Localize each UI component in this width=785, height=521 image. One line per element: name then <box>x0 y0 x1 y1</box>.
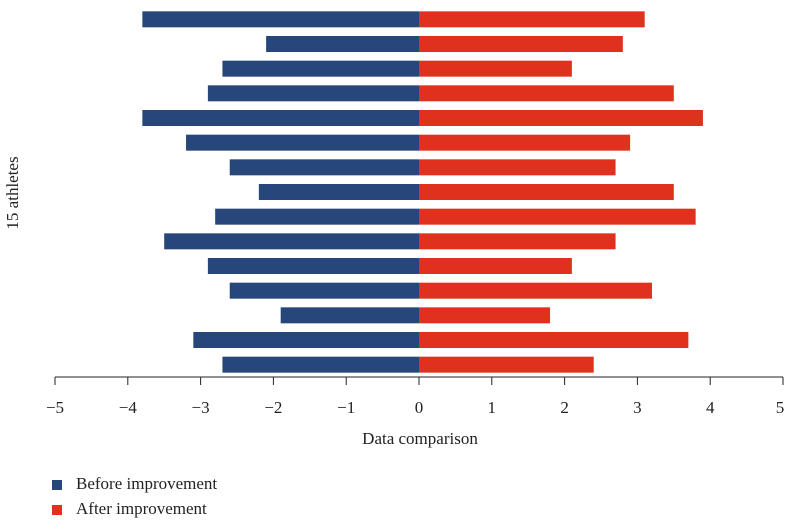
bar <box>419 307 551 324</box>
x-tick-label: −1 <box>337 398 355 417</box>
bar <box>280 307 419 324</box>
bar <box>142 11 420 28</box>
bar <box>419 184 674 200</box>
bar <box>419 233 616 250</box>
bar <box>419 332 689 348</box>
legend-label: Before improvement <box>76 474 217 493</box>
bar <box>142 110 420 126</box>
bar <box>419 11 645 28</box>
x-tick-label: −3 <box>192 398 210 417</box>
x-tick-label: 4 <box>706 398 715 417</box>
bar <box>419 36 623 52</box>
bar <box>207 85 419 102</box>
x-tick-label: 1 <box>488 398 497 417</box>
bar <box>258 184 419 200</box>
bar <box>419 134 631 151</box>
bar <box>164 233 419 250</box>
x-tick-label: −4 <box>119 398 138 417</box>
x-tick-label: −5 <box>46 398 64 417</box>
y-axis-label: 15 athletes <box>3 156 22 229</box>
bar <box>419 208 696 225</box>
bar <box>419 85 674 102</box>
bar <box>222 60 419 77</box>
legend-swatch <box>52 505 62 515</box>
x-tick-label: −2 <box>264 398 282 417</box>
bar <box>419 356 594 373</box>
bar <box>215 208 419 225</box>
bar <box>419 282 652 299</box>
x-tick-label: 5 <box>776 398 785 417</box>
bar <box>229 159 419 176</box>
bar <box>222 356 419 373</box>
bar <box>419 258 572 274</box>
x-axis-label: Data comparison <box>362 429 478 448</box>
legend-label: After improvement <box>76 499 207 518</box>
bar <box>419 159 616 176</box>
bar <box>266 36 419 52</box>
bar <box>207 258 419 274</box>
bar <box>186 134 419 151</box>
bar <box>193 332 419 348</box>
x-tick-label: 3 <box>633 398 642 417</box>
legend-swatch <box>52 480 62 490</box>
x-tick-label: 2 <box>560 398 569 417</box>
bar <box>419 60 572 77</box>
x-tick-label: 0 <box>415 398 424 417</box>
bar <box>229 282 419 299</box>
bar <box>419 110 703 126</box>
